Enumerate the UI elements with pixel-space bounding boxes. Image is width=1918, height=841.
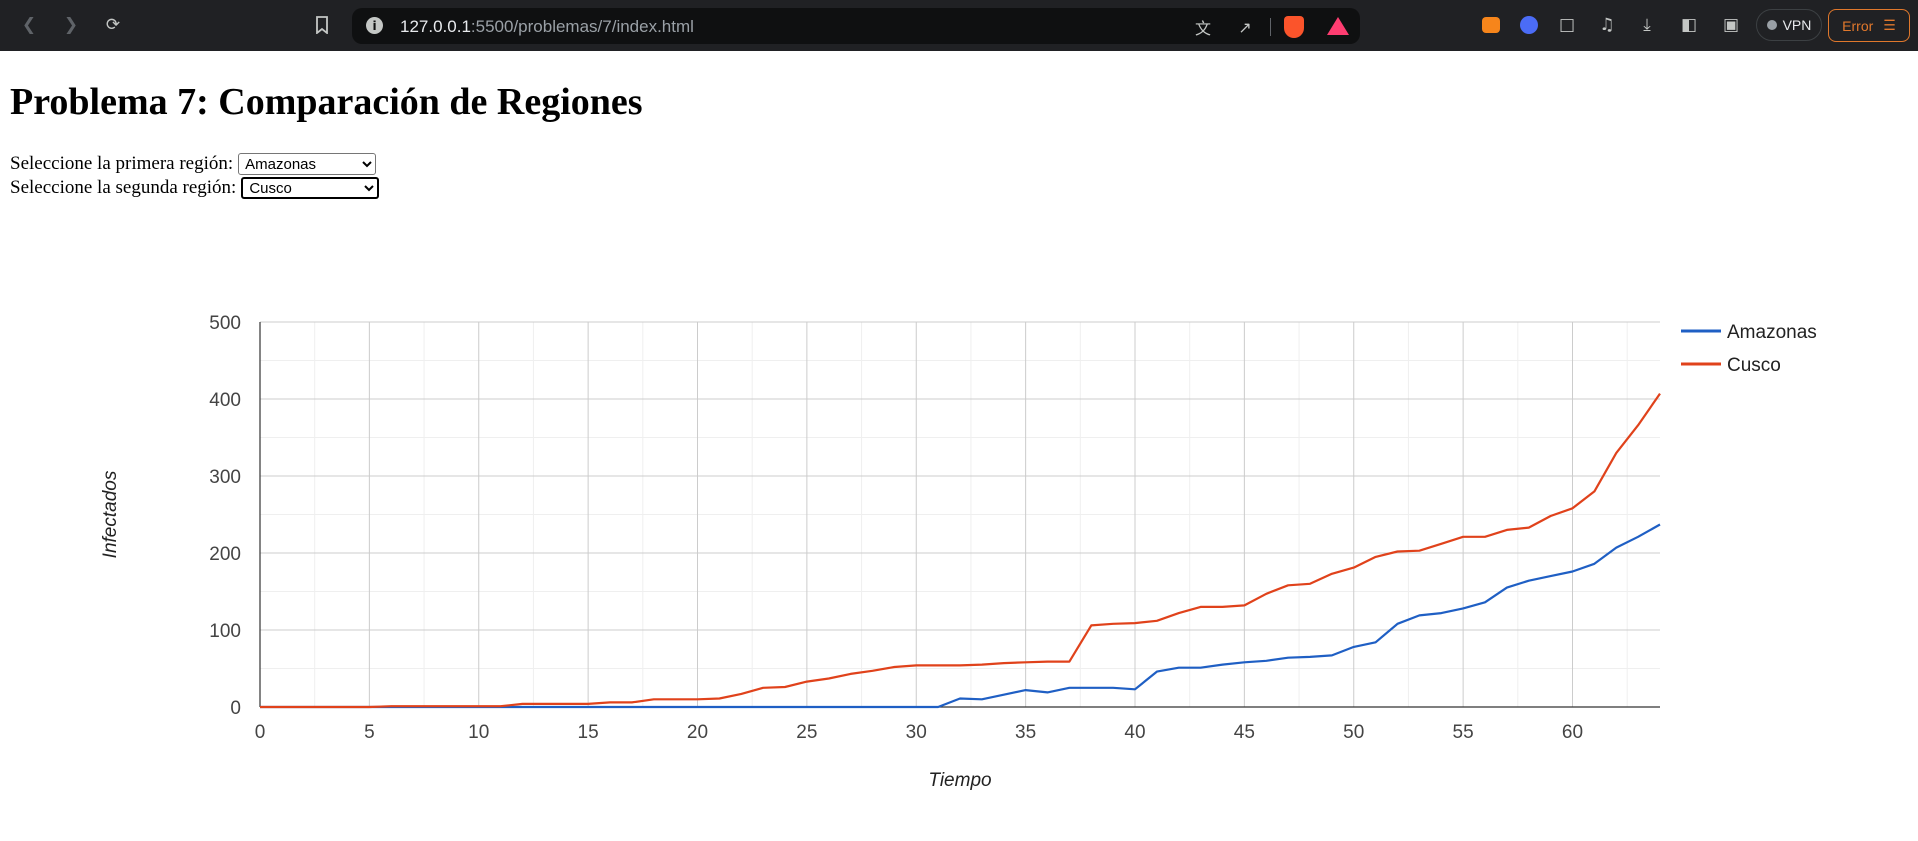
vpn-button[interactable]: VPN — [1756, 9, 1822, 41]
url-path: :5500/problemas/7/index.html — [470, 17, 694, 36]
translate-icon[interactable]: 文 — [1194, 19, 1211, 38]
site-info-icon[interactable]: i — [366, 17, 383, 34]
x-tick-label: 5 — [364, 722, 375, 743]
metamask-icon[interactable] — [1478, 12, 1504, 38]
error-button[interactable]: Error ☰ — [1828, 9, 1910, 42]
legend-label-amazonas: Amazonas — [1727, 322, 1817, 343]
select2-label: Seleccione la segunda región: — [10, 177, 237, 198]
x-tick-label: 35 — [1015, 722, 1036, 743]
x-axis-title: Tiempo — [928, 770, 991, 791]
back-icon[interactable]: ❮ — [21, 15, 37, 35]
vpn-label: VPN — [1782, 17, 1812, 33]
y-tick-label: 100 — [209, 621, 241, 642]
brave-shields-icon[interactable] — [1284, 16, 1304, 38]
sidebar-icon[interactable]: ◧ — [1680, 15, 1698, 35]
url-separator — [1270, 18, 1271, 36]
error-label: Error — [1842, 17, 1874, 34]
x-tick-label: 40 — [1124, 722, 1145, 743]
brave-rewards-icon[interactable] — [1327, 17, 1349, 35]
y-axis-title: Infectados — [100, 470, 121, 558]
address-bar[interactable]: i 127.0.0.1:5500/problemas/7/index.html … — [352, 8, 1360, 44]
x-tick-label: 30 — [906, 722, 927, 743]
line-chart: 0 5 10 15 20 25 30 35 40 45 50 55 60 0 100 200 300 400 500… — [100, 313, 1817, 791]
x-tick-label: 50 — [1343, 722, 1364, 743]
music-icon[interactable]: ♫ — [1599, 15, 1615, 35]
x-tick-label: 45 — [1234, 722, 1255, 743]
region2-select[interactable]: Cusco — [241, 177, 380, 199]
browser-toolbar: ❮ ❯ ⟳ i 127.0.0.1:5500/problemas/7/index… — [0, 0, 1918, 51]
series-line-amazonas — [260, 523, 1661, 709]
url-text[interactable]: 127.0.0.1:5500/problemas/7/index.html — [400, 17, 694, 37]
x-tick-label: 0 — [255, 722, 266, 743]
download-icon[interactable]: ⤓ — [1643, 15, 1651, 35]
extension-icon[interactable] — [1516, 12, 1542, 38]
bookmark-icon[interactable] — [307, 10, 337, 40]
vpn-status-icon — [1766, 20, 1777, 30]
x-tick-label: 25 — [796, 722, 817, 743]
legend-label-cusco: Cusco — [1727, 355, 1781, 376]
x-tick-label: 60 — [1562, 722, 1583, 743]
y-tick-label: 0 — [230, 698, 241, 719]
x-tick-label: 10 — [468, 722, 489, 743]
wallet-icon[interactable]: ▣ — [1722, 15, 1740, 35]
y-tick-label: 400 — [209, 390, 241, 411]
url-host: 127.0.0.1 — [400, 17, 471, 36]
select-row-2: Seleccione la segunda región: Cusco — [10, 177, 380, 199]
y-tick-label: 300 — [209, 467, 241, 488]
series-line-cusco — [260, 392, 1661, 709]
forward-icon[interactable]: ❯ — [63, 15, 79, 35]
region1-select[interactable]: Amazonas — [238, 153, 377, 175]
select-row-1: Seleccione la primera región: Amazonas — [10, 153, 377, 175]
select1-label: Seleccione la primera región: — [10, 153, 234, 174]
page-title: Problema 7: Comparación de Regiones — [10, 81, 643, 123]
x-tick-label: 55 — [1453, 722, 1474, 743]
x-tick-label: 15 — [578, 722, 599, 743]
reload-icon[interactable]: ⟳ — [105, 15, 121, 35]
share-icon[interactable]: ↗ — [1238, 17, 1252, 37]
y-tick-label: 500 — [209, 313, 241, 334]
puzzle-icon[interactable]: □ — [1558, 15, 1576, 35]
x-tick-label: 20 — [687, 722, 708, 743]
y-tick-label: 200 — [209, 544, 241, 565]
menu-icon: ☰ — [1883, 17, 1896, 33]
